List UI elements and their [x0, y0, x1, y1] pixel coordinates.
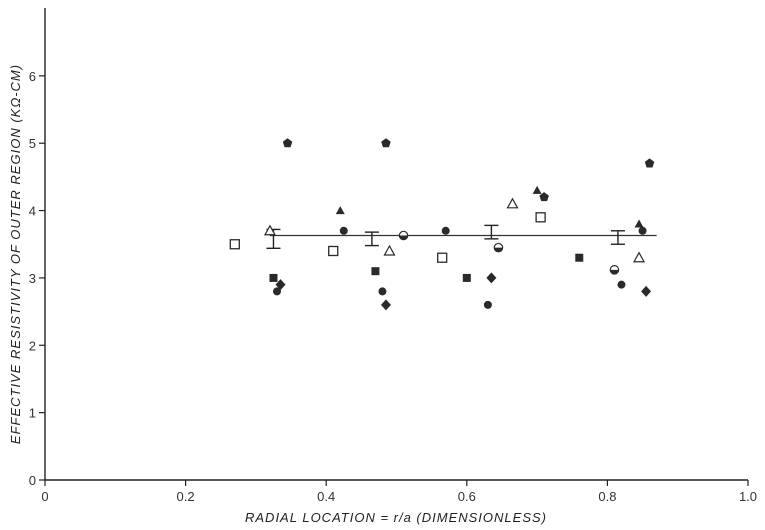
x-tick-label: 0 — [41, 489, 48, 504]
marker-circle-filled — [441, 226, 450, 235]
axes — [44, 8, 748, 481]
x-tick-label: 0.6 — [458, 489, 476, 504]
marker-diamond-filled — [380, 299, 391, 311]
x-ticks: 0 0.2 0.4 0.6 0.8 1.0 — [41, 480, 757, 504]
marker-square-open — [328, 245, 339, 257]
marker-pentagon-filled — [282, 138, 293, 148]
marker-square-filled — [269, 273, 278, 282]
y-tick-label: 1 — [29, 406, 36, 421]
y-axis-title: EFFECTIVE RESISTIVITY OF OUTER REGION (K… — [8, 64, 23, 444]
marker-triangle-filled — [335, 206, 345, 215]
marker-triangle-open — [633, 251, 646, 263]
marker-circle-filled — [483, 300, 492, 309]
marker-circle-filled — [638, 226, 647, 235]
marker-triangle-filled — [634, 219, 644, 228]
y-ticks: 0 1 2 3 4 5 6 — [29, 69, 45, 488]
x-tick-label: 0.8 — [598, 489, 616, 504]
y-tick-label: 0 — [29, 473, 36, 488]
marker-circle-filled — [378, 287, 387, 296]
marker-diamond-filled — [486, 272, 497, 284]
y-tick-label: 3 — [29, 271, 36, 286]
data-points — [229, 138, 655, 311]
y-tick-label: 6 — [29, 69, 36, 84]
marker-circle-half-fill — [494, 247, 503, 252]
x-tick-label: 1.0 — [739, 489, 757, 504]
marker-triangle-open — [263, 224, 276, 236]
marker-triangle-open — [506, 197, 519, 209]
marker-square-filled — [371, 267, 380, 276]
marker-triangle-filled — [532, 185, 542, 194]
marker-triangle-open — [383, 244, 396, 256]
marker-square-filled — [575, 253, 584, 262]
y-tick-label: 4 — [29, 204, 36, 219]
x-tick-label: 0.2 — [177, 489, 195, 504]
marker-diamond-filled — [275, 279, 286, 291]
error-bars — [266, 224, 625, 249]
marker-pentagon-filled — [381, 138, 391, 148]
y-tick-label: 5 — [29, 136, 36, 151]
marker-circle-filled — [272, 287, 281, 296]
y-tick-label: 2 — [29, 338, 36, 353]
x-axis-title: RADIAL LOCATION = r/a (DIMENSIONLESS) — [245, 510, 547, 525]
marker-diamond-filled — [641, 285, 652, 297]
marker-pentagon-filled — [539, 192, 549, 202]
marker-circle-half-fill — [610, 269, 619, 275]
marker-circle-filled — [339, 226, 348, 235]
marker-circle-filled — [617, 280, 626, 289]
marker-circle-half-fill — [399, 235, 408, 240]
marker-square-filled — [462, 273, 471, 282]
x-tick-label: 0.4 — [317, 489, 335, 504]
marker-square-open — [229, 239, 240, 250]
marker-pentagon-filled — [644, 158, 655, 168]
marker-square-open — [535, 212, 546, 223]
marker-square-open — [437, 252, 448, 263]
